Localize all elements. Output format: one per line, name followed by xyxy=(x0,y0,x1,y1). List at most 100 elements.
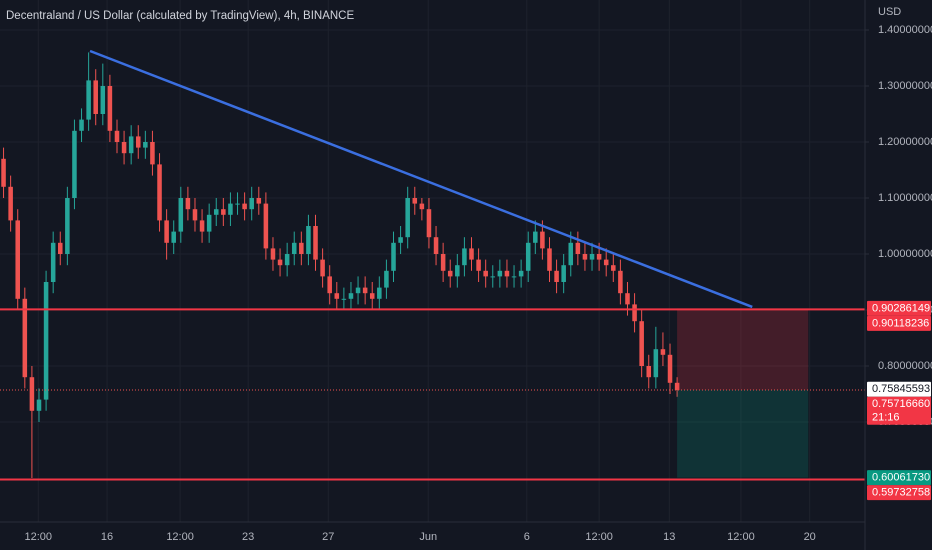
target-zone xyxy=(677,389,809,478)
candle-body xyxy=(213,209,219,215)
candle-body xyxy=(277,259,283,266)
candle-body xyxy=(391,242,396,271)
candle-body xyxy=(65,197,70,254)
candle-body xyxy=(72,130,77,198)
candle-body xyxy=(667,354,673,383)
x-tick-label: 12:00 xyxy=(25,531,53,543)
x-tick-label: 12:00 xyxy=(166,531,194,543)
candle-body xyxy=(589,253,595,260)
candle-body xyxy=(313,225,318,260)
candle-body xyxy=(263,203,269,249)
candle-body xyxy=(547,248,552,271)
candle-body xyxy=(341,298,347,300)
candle-body xyxy=(320,259,325,277)
candle-body xyxy=(419,203,425,210)
candle-body xyxy=(242,203,247,210)
price-tag xyxy=(867,315,931,331)
candle-body xyxy=(618,270,623,294)
candle-body xyxy=(355,287,361,294)
candle-body xyxy=(15,220,20,299)
candle-body xyxy=(199,220,205,232)
axes: 1.40000000 1.30000000 1.20000000 1.10000000… xyxy=(25,24,932,543)
x-tick-label: 13 xyxy=(663,531,675,543)
candle-body xyxy=(43,282,49,400)
y-tick-label: 1.40000000 xyxy=(878,24,932,36)
candle-body xyxy=(228,203,233,215)
price-tag-label: 0.60061730 xyxy=(872,472,930,484)
price-tag xyxy=(867,485,931,501)
candle-body xyxy=(36,399,42,411)
candle-body xyxy=(384,270,389,288)
candle-body xyxy=(362,287,368,294)
candle-body xyxy=(121,141,127,154)
candle-body xyxy=(192,209,198,221)
candle-body xyxy=(575,242,581,254)
candle-body xyxy=(554,270,559,283)
candle-body xyxy=(185,197,191,210)
candle-body xyxy=(497,270,503,277)
candle-body xyxy=(561,265,566,283)
countdown: 21:16 xyxy=(872,412,900,424)
candle-body xyxy=(291,242,297,254)
x-tick-label: 27 xyxy=(322,531,334,543)
candle-body xyxy=(405,197,410,238)
candle-body xyxy=(143,141,148,148)
candle-body xyxy=(171,231,176,243)
candle-body xyxy=(157,164,162,221)
price-tag-label: 0.90286149 xyxy=(872,302,930,314)
candle-body xyxy=(568,242,574,266)
candle-body xyxy=(504,270,510,277)
candle-body xyxy=(377,287,382,299)
price-tag xyxy=(867,396,931,425)
candle-body xyxy=(511,276,517,278)
candle-body xyxy=(93,80,98,114)
candle-body xyxy=(150,141,155,165)
candle-body xyxy=(447,270,453,277)
price-tag-label: 0.90118236 xyxy=(872,317,929,329)
candle-body xyxy=(490,276,496,278)
candle-body xyxy=(306,225,311,254)
candle-body xyxy=(1,158,6,187)
candle-body xyxy=(483,270,488,277)
y-tick-label: 1.10000000 xyxy=(878,192,932,204)
candle-body xyxy=(50,242,56,283)
candle-body xyxy=(426,209,432,238)
candle-body xyxy=(540,231,545,249)
candle-body xyxy=(469,248,474,260)
price-tag-label: 0.75716660 xyxy=(872,398,930,410)
candle-body xyxy=(433,237,439,254)
x-tick-label: Jun xyxy=(419,531,437,543)
candle-body xyxy=(603,259,609,266)
candle-body xyxy=(79,119,84,131)
candle-body xyxy=(518,270,524,277)
price-tag xyxy=(867,470,931,486)
candle-body xyxy=(8,186,13,221)
candle-body xyxy=(334,293,340,299)
candle-body xyxy=(164,220,169,243)
marks xyxy=(1,52,680,479)
price-tag xyxy=(867,381,931,397)
candle-body xyxy=(611,265,616,271)
candle-body xyxy=(178,197,184,232)
candle-body xyxy=(100,85,106,114)
chart-title: Decentraland / US Dollar (calculated by … xyxy=(6,10,354,22)
candle-body xyxy=(533,231,538,243)
candle-body xyxy=(299,242,304,254)
candle-body xyxy=(582,253,588,260)
price-tag-label: 0.59732758 xyxy=(872,487,930,499)
candle-body xyxy=(398,237,403,243)
candle-body xyxy=(107,85,113,131)
candle-body xyxy=(596,253,602,260)
candle-body xyxy=(57,242,63,254)
candle-body xyxy=(525,242,531,271)
overlay xyxy=(0,49,865,481)
candle-body xyxy=(653,349,659,378)
x-tick-label: 23 xyxy=(242,531,254,543)
currency: USD xyxy=(878,6,901,18)
candle-body xyxy=(22,298,28,378)
candle-body xyxy=(369,293,375,299)
x-tick-label: 16 xyxy=(101,531,113,543)
price-tag xyxy=(867,300,931,316)
candle-body xyxy=(646,366,652,378)
y-tick-label: 1.30000000 xyxy=(878,80,932,92)
